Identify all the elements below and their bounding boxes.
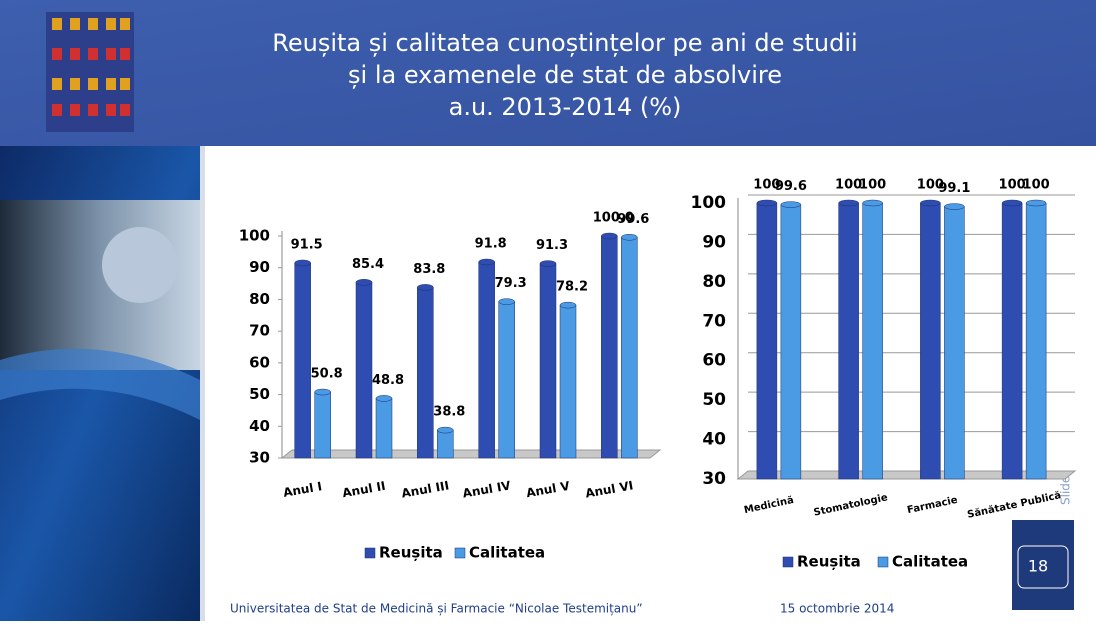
bar	[295, 263, 311, 458]
bar-cap	[499, 299, 515, 305]
y-tick-label: 60	[249, 353, 270, 371]
bar-cap	[295, 260, 311, 266]
bar	[757, 203, 777, 479]
y-tick-label: 50	[249, 385, 270, 403]
bar-cap	[944, 204, 964, 210]
footer-date: 15 octombrie 2014	[780, 602, 894, 616]
bar	[944, 207, 964, 479]
y-tick-label: 70	[702, 311, 726, 331]
legend-swatch	[455, 548, 465, 558]
bar-cap	[356, 279, 372, 285]
y-tick-label: 80	[702, 272, 726, 292]
bar	[499, 302, 515, 458]
bar-cap	[601, 233, 617, 239]
data-label: 50.8	[311, 367, 343, 382]
photo-figure	[102, 227, 178, 303]
data-label: 99.6	[617, 212, 649, 227]
data-label: 78.2	[556, 280, 588, 295]
legend-label: Reușita	[379, 544, 443, 562]
y-tick-label: 80	[249, 290, 270, 308]
bar	[315, 392, 331, 458]
divider	[200, 146, 205, 621]
y-tick-label: 100	[691, 193, 727, 213]
bar-cap	[1026, 200, 1046, 206]
data-label: 99.6	[775, 179, 807, 194]
data-label: 99.1	[938, 181, 970, 196]
bar	[601, 236, 617, 458]
y-tick-label: 60	[702, 351, 726, 371]
legend-label: Reușita	[797, 553, 861, 571]
bar-cap	[863, 200, 883, 206]
bar-cap	[621, 234, 637, 240]
bar	[560, 305, 576, 458]
slide-title: Reușita și calitatea cunoștințelor pe an…	[272, 29, 857, 57]
data-label: 79.3	[495, 276, 527, 291]
bar-cap	[376, 395, 392, 401]
bar	[621, 237, 637, 458]
y-tick-label: 40	[702, 430, 726, 450]
bar	[437, 430, 453, 458]
bar-cap	[560, 302, 576, 308]
data-label: 91.5	[291, 237, 323, 252]
bar-cap	[920, 200, 940, 206]
bar-cap	[417, 284, 433, 290]
bar	[1026, 203, 1046, 479]
bar-cap	[315, 389, 331, 395]
y-tick-label: 100	[239, 227, 270, 245]
y-tick-label: 30	[702, 469, 726, 489]
y-tick-label: 50	[702, 390, 726, 410]
legend-swatch	[878, 557, 888, 567]
slide: Reușita și calitatea cunoștințelor pe an…	[0, 0, 1096, 621]
slide-number: 18	[1028, 557, 1048, 576]
bar-cap	[540, 261, 556, 267]
bar-cap	[437, 427, 453, 433]
bar-cap	[479, 259, 495, 265]
bar	[356, 282, 372, 458]
bar-cap	[757, 200, 777, 206]
y-tick-label: 90	[249, 258, 270, 276]
data-label: 100	[859, 178, 886, 193]
bar-cap	[839, 200, 859, 206]
data-label: 91.3	[536, 238, 568, 253]
y-tick-label: 90	[702, 232, 726, 252]
legend-label: Calitatea	[469, 544, 545, 562]
bar-cap	[781, 202, 801, 208]
bar	[376, 398, 392, 458]
data-label: 91.8	[475, 237, 507, 252]
legend-swatch	[783, 557, 793, 567]
data-label: 100	[1023, 178, 1050, 193]
data-label: 38.8	[433, 405, 465, 420]
y-tick-label: 70	[249, 322, 270, 340]
footer-institution: Universitatea de Stat de Medicină și Far…	[230, 602, 643, 616]
y-tick-label: 30	[249, 449, 270, 467]
bar	[863, 203, 883, 479]
slide-title: și la examenele de stat de absolvire	[348, 61, 782, 89]
bar	[540, 264, 556, 458]
bar	[417, 287, 433, 458]
bar	[1002, 203, 1022, 479]
bar	[839, 203, 859, 479]
legend-swatch	[365, 548, 375, 558]
bar	[479, 262, 495, 458]
bar	[920, 203, 940, 479]
data-label: 85.4	[352, 257, 384, 272]
data-label: 48.8	[372, 373, 404, 388]
data-label: 83.8	[413, 262, 445, 277]
slide-title: a.u. 2013-2014 (%)	[449, 93, 682, 121]
legend-label: Calitatea	[892, 553, 968, 571]
bar	[781, 205, 801, 479]
bar-cap	[1002, 200, 1022, 206]
y-tick-label: 40	[249, 417, 270, 435]
